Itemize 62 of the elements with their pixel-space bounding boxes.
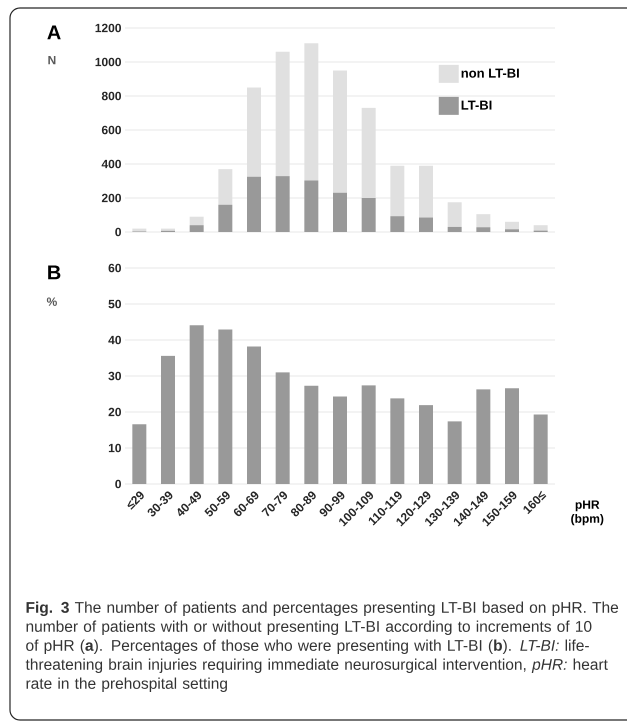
bar bbox=[161, 356, 175, 484]
y-tick-label: 800 bbox=[102, 92, 121, 100]
bar bbox=[333, 396, 348, 484]
legend-label: LT-BI bbox=[462, 100, 492, 110]
y-tick-label: 30 bbox=[108, 372, 121, 380]
bar bbox=[333, 192, 348, 232]
text: Fig. 3 The number of patients and percentages presenting LT-BI based on pHR. The number of patients with or without presenting LT-BI according to increments of 10 of pHR (a). Percentages of those who were presenting with LT-BI (b). LT-BI: life-threatening brain injuries requiring immediate neurosurgical intervention, pHR: heart rate in the prehospital setting bbox=[26, 602, 618, 692]
bar bbox=[390, 216, 404, 232]
bar bbox=[362, 108, 376, 198]
chart-title: A bbox=[47, 26, 61, 40]
bar bbox=[476, 227, 490, 232]
y-tick-label: 200 bbox=[102, 194, 121, 202]
bar bbox=[190, 216, 204, 226]
bar bbox=[247, 176, 262, 232]
bar bbox=[505, 388, 520, 484]
bar bbox=[218, 204, 232, 232]
bar bbox=[247, 87, 262, 177]
bar bbox=[476, 389, 490, 484]
y-tick-label: 1000 bbox=[96, 58, 121, 66]
bar bbox=[190, 225, 204, 232]
bar bbox=[132, 424, 146, 484]
bar bbox=[276, 372, 290, 484]
bar bbox=[362, 198, 376, 232]
bar bbox=[419, 218, 434, 232]
y-tick-label: 600 bbox=[102, 126, 121, 134]
y-tick-label: 40 bbox=[108, 336, 121, 344]
bar bbox=[190, 325, 204, 484]
bar bbox=[276, 176, 290, 232]
bar bbox=[276, 52, 290, 176]
x-tick-label: ≤29 bbox=[127, 491, 144, 510]
chart-title: B bbox=[48, 266, 60, 280]
bar bbox=[419, 166, 434, 218]
y-tick-label: 0 bbox=[115, 228, 121, 236]
bar bbox=[247, 346, 262, 484]
y-tick-label: 60 bbox=[108, 264, 121, 272]
bar bbox=[448, 421, 462, 484]
bar bbox=[534, 414, 548, 484]
bar bbox=[362, 385, 376, 484]
y-tick-label: 20 bbox=[108, 408, 121, 416]
y-tick-label: 0 bbox=[115, 480, 121, 488]
y-tick-label: 1200 bbox=[96, 24, 121, 32]
bar bbox=[390, 398, 404, 484]
bar bbox=[304, 180, 318, 232]
y-tick-label: 400 bbox=[102, 160, 121, 168]
x-axis-title: pHR (bpm) bbox=[571, 500, 604, 526]
bar bbox=[505, 222, 520, 230]
bar bbox=[304, 386, 318, 484]
bar bbox=[304, 43, 318, 180]
legend-label: non LT-BI bbox=[462, 68, 519, 78]
bar bbox=[476, 214, 490, 228]
bar bbox=[218, 330, 232, 484]
bar bbox=[390, 166, 404, 216]
bar bbox=[333, 70, 348, 193]
y-axis-title: N bbox=[48, 56, 56, 64]
y-tick-label: 50 bbox=[108, 300, 121, 308]
bar bbox=[448, 226, 462, 232]
bar bbox=[448, 202, 462, 227]
bar bbox=[505, 229, 520, 232]
y-tick-label: 10 bbox=[108, 444, 121, 452]
bar bbox=[218, 169, 232, 205]
bar bbox=[419, 405, 434, 484]
y-axis-title: % bbox=[46, 297, 57, 306]
